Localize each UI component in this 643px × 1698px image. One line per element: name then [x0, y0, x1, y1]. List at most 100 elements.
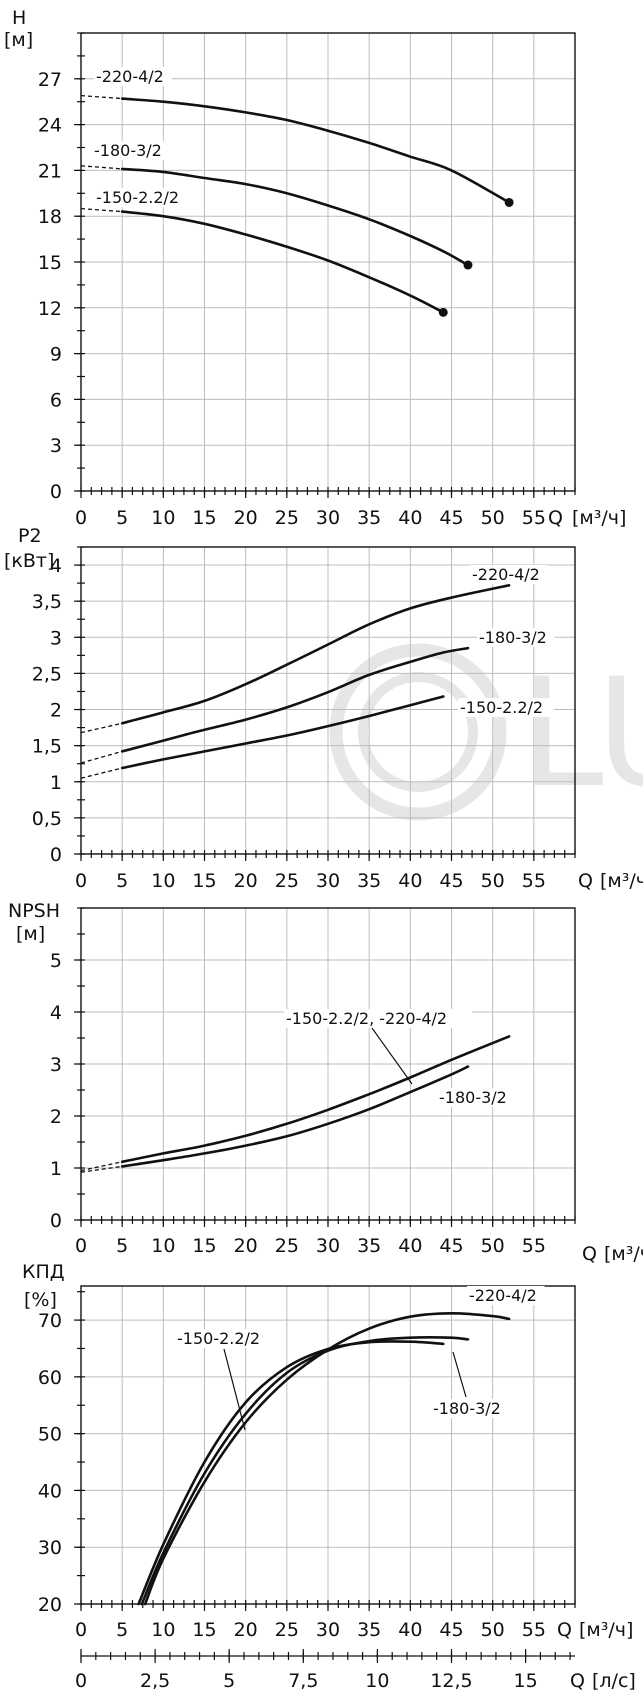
- x-tick-label: 10: [151, 870, 175, 892]
- efficiency-q-label: Q: [557, 1619, 572, 1641]
- series-label: -220-4/2: [469, 1286, 537, 1305]
- series-line--180-3-2: [140, 1336, 470, 1606]
- head-axis-label: H: [12, 7, 26, 29]
- x-tick-label: 25: [275, 870, 299, 892]
- x-tick-label: 30: [316, 1619, 340, 1641]
- series-label: -220-4/2: [472, 565, 540, 584]
- series-label-background: [175, 1329, 271, 1348]
- head-chart: 0 5 10 15 20 25 30 35 40 45 50 55 0 3 6 9 12 15 18 21 24 27 -…: [4, 7, 626, 529]
- ls-tick-label: 15: [514, 1670, 538, 1692]
- x-tick-label: 45: [439, 1235, 463, 1257]
- x-tick-label: 25: [275, 507, 299, 529]
- x-tick-label: 20: [234, 1235, 258, 1257]
- series-extrapolation--220-4-2: [80, 722, 123, 734]
- x-tick-label: 55: [522, 1235, 546, 1257]
- x-tick-label: 5: [116, 870, 128, 892]
- x-tick-label: 10: [151, 1619, 175, 1641]
- y-tick-label: 6: [50, 389, 62, 411]
- x-tick-label: 5: [116, 507, 128, 529]
- x-tick-label: 35: [357, 507, 381, 529]
- y-tick-label: 2: [50, 700, 62, 722]
- npsh-q-label: Q: [582, 1243, 597, 1265]
- series-label-background: [431, 1399, 509, 1418]
- series-label-background: [477, 628, 555, 647]
- x-tick-label: 25: [275, 1235, 299, 1257]
- series-label: -180-3/2: [94, 141, 162, 160]
- x-tick-label: 0: [75, 1619, 87, 1641]
- x-tick-label: 20: [234, 870, 258, 892]
- x-tick-label: 15: [192, 507, 216, 529]
- y-tick-label: 1: [50, 1158, 62, 1180]
- y-tick-label: 0: [50, 481, 62, 503]
- series-label: -150-2.2/2: [460, 698, 543, 717]
- series-end-point: [504, 197, 514, 207]
- ls-tick-label: 2,5: [140, 1670, 170, 1692]
- y-tick-label: 0: [50, 844, 62, 866]
- x-tick-label: 10: [151, 507, 175, 529]
- x-tick-label: 40: [398, 507, 422, 529]
- x-tick-label: 55: [522, 870, 546, 892]
- y-tick-label: 60: [38, 1367, 62, 1389]
- x-tick-label: 20: [234, 507, 258, 529]
- y-tick-label: 2,5: [32, 663, 62, 685]
- npsh-q-unit: [м³/ч]: [604, 1243, 643, 1265]
- x-tick-label: 30: [316, 870, 340, 892]
- npsh-axis-unit: [м]: [16, 923, 45, 945]
- x-tick-label: 50: [481, 507, 505, 529]
- npsh-axis-label: NPSH: [8, 900, 60, 922]
- y-tick-label: 1,5: [32, 736, 62, 758]
- series-label: -150-2.2/2: [177, 1329, 260, 1348]
- series-extrapolation--180-3-2: [80, 1165, 123, 1173]
- series-label: -180-3/2: [439, 1088, 507, 1107]
- y-tick-label: 50: [38, 1424, 62, 1446]
- series-line--150-2-2-2: [120, 210, 445, 314]
- ls-q-label: Q: [570, 1670, 585, 1692]
- series-label-leader: [223, 1348, 246, 1431]
- x-tick-label: 55: [522, 1619, 546, 1641]
- power-q-label: Q: [578, 870, 593, 892]
- x-tick-label: 30: [316, 1235, 340, 1257]
- x-tick-label: 55: [522, 507, 546, 529]
- series-end-point: [463, 260, 473, 270]
- series-line--220-4-2: [120, 97, 511, 204]
- series-label-leader: [371, 1027, 413, 1085]
- x-tick-label: 50: [481, 1619, 505, 1641]
- y-tick-label: 2: [50, 1106, 62, 1128]
- x-tick-label: 0: [75, 1235, 87, 1257]
- series-label: -150-2.2/2, -220-4/2: [286, 1009, 447, 1028]
- series-label-background: [94, 188, 190, 207]
- x-tick-label: 35: [357, 870, 381, 892]
- x-tick-label: 15: [192, 870, 216, 892]
- series-label-background: [467, 1286, 545, 1305]
- series-label-background: [437, 1088, 515, 1107]
- y-tick-label: 0,5: [32, 808, 62, 830]
- y-tick-label: 5: [50, 950, 62, 972]
- x-tick-label: 50: [481, 1235, 505, 1257]
- y-tick-label: 12: [38, 298, 62, 320]
- y-tick-label: 3: [50, 435, 62, 457]
- series-label-background: [284, 1009, 472, 1028]
- series-label: -150-2.2/2: [96, 188, 179, 207]
- head-axis-unit: [м]: [4, 29, 33, 51]
- series-label-background: [94, 67, 172, 86]
- efficiency-axis-unit: [%]: [24, 1289, 57, 1311]
- y-tick-label: 4: [50, 555, 62, 577]
- ls-tick-label: 0: [75, 1670, 87, 1692]
- series-line--150-2-2-2: [137, 1340, 445, 1606]
- series-extrapolation--150-2-2-2: [80, 207, 123, 213]
- x-tick-label: 25: [275, 1619, 299, 1641]
- y-tick-label: 70: [38, 1310, 62, 1332]
- watermark-outer-ring: [329, 643, 507, 821]
- efficiency-chart: 0 5 10 15 20 25 30 35 40 45 50 55 20 30 40 50 60 70 -220-…: [22, 1261, 633, 1641]
- x-tick-label: 5: [116, 1619, 128, 1641]
- x-tick-label: 30: [316, 507, 340, 529]
- x-tick-label: 35: [357, 1235, 381, 1257]
- y-tick-label: 18: [38, 206, 62, 228]
- y-tick-label: 30: [38, 1537, 62, 1559]
- head-q-unit: [м³/ч]: [572, 507, 626, 529]
- power-chart: 0 5 10 15 20 25 30 35 40 45 50 5500,511,522,533,54 …: [4, 525, 643, 892]
- series-label: -180-3/2: [433, 1399, 501, 1418]
- y-tick-label: 4: [50, 1002, 62, 1024]
- x-tick-label: 40: [398, 1619, 422, 1641]
- series-extrapolation--180-3-2: [80, 750, 123, 764]
